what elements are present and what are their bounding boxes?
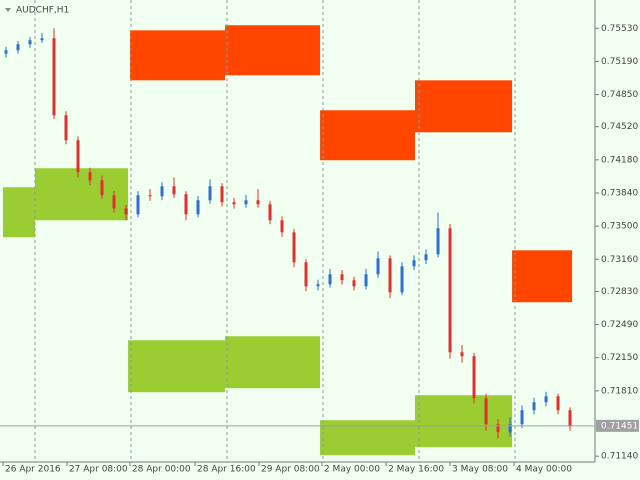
- candle-body: [244, 200, 248, 205]
- candle-body: [532, 402, 536, 411]
- zone: [414, 80, 513, 133]
- candle-body: [100, 180, 104, 196]
- candle-body: [28, 40, 32, 45]
- candle-body: [292, 232, 296, 263]
- x-tick-label: 28 Apr 00:00: [132, 465, 191, 475]
- candle-body: [304, 262, 308, 287]
- zone: [320, 110, 415, 161]
- candle-body: [112, 195, 116, 209]
- candle-body: [316, 284, 320, 287]
- candle-body: [208, 186, 212, 201]
- y-tick-label: 0.72150: [601, 353, 638, 363]
- period-separators: [34, 0, 516, 462]
- zone: [225, 336, 321, 389]
- candle-body: [160, 186, 164, 197]
- candle-body: [388, 258, 392, 293]
- y-tick-label: 0.73840: [601, 188, 638, 198]
- chart-title: AUDCHF,H1: [16, 6, 69, 16]
- candle-body: [484, 398, 488, 425]
- y-tick-label: 0.73160: [601, 255, 638, 265]
- zone: [414, 395, 513, 448]
- candle-body: [124, 208, 128, 215]
- price-label-box: [596, 419, 639, 432]
- zone: [512, 250, 573, 303]
- candle-body: [16, 44, 20, 51]
- candle-body: [52, 38, 56, 116]
- candle-body: [472, 356, 476, 399]
- y-tick-label: 0.73500: [601, 222, 638, 232]
- x-tick-label: 29 Apr 08:00: [261, 465, 320, 475]
- zone: [35, 168, 129, 221]
- candle-body: [196, 200, 200, 215]
- candle-body: [520, 410, 524, 425]
- candle-body: [544, 396, 548, 403]
- candle-body: [172, 186, 176, 195]
- y-tick-label: 0.71140: [601, 452, 638, 462]
- x-tick-label: 2 May 16:00: [388, 465, 444, 475]
- candle-body: [568, 410, 572, 427]
- zone: [129, 30, 226, 81]
- zone: [128, 340, 226, 393]
- y-tick-label: 0.74180: [601, 155, 638, 165]
- candle-body: [424, 254, 428, 261]
- candle-body: [400, 266, 404, 293]
- candle-body: [232, 202, 236, 205]
- x-tick-label: 2 May 00:00: [324, 465, 380, 475]
- candle-body: [412, 260, 416, 267]
- y-tick-label: 0.71810: [601, 386, 638, 396]
- candle-body: [508, 424, 512, 433]
- candle-body: [76, 140, 80, 173]
- x-tick-label: 3 May 08:00: [452, 465, 508, 475]
- candle-body: [268, 204, 272, 221]
- zone: [225, 25, 321, 76]
- y-tick-label: 0.74850: [601, 90, 638, 100]
- y-tick-label: 0.74520: [601, 122, 638, 132]
- candle-body: [364, 274, 368, 287]
- candle-body: [556, 396, 560, 411]
- candle-body: [64, 115, 68, 141]
- menu-arrow[interactable]: [5, 8, 11, 12]
- x-tick-label: 27 Apr 08:00: [69, 465, 128, 475]
- candle-body: [376, 258, 380, 275]
- x-tick-label: 26 Apr 2016: [5, 465, 61, 475]
- y-tick-label: 0.75530: [601, 24, 638, 34]
- candle-body: [436, 228, 440, 255]
- candle-body: [4, 50, 8, 54]
- candle-body: [460, 352, 464, 357]
- y-tick-label: 0.72830: [601, 287, 638, 297]
- candle-body: [148, 195, 152, 197]
- candle-body: [256, 200, 260, 205]
- candle-body: [184, 194, 188, 215]
- x-tick-label: 28 Apr 16:00: [197, 465, 256, 475]
- x-tick-label: 4 May 00:00: [516, 465, 572, 475]
- candle-body: [88, 172, 92, 181]
- candle-body: [448, 228, 452, 353]
- candle-body: [496, 424, 500, 433]
- candle-body: [280, 220, 284, 233]
- candle-body: [220, 186, 224, 203]
- zone: [3, 187, 36, 238]
- candle-body: [136, 195, 140, 215]
- candle-body: [340, 274, 344, 281]
- candle-body: [40, 38, 44, 41]
- y-tick-label: 0.75190: [601, 57, 638, 67]
- price-label: 0.71451: [601, 421, 638, 431]
- candle-body: [352, 280, 356, 287]
- candle-body: [328, 274, 332, 285]
- y-tick-label: 0.72490: [601, 320, 638, 330]
